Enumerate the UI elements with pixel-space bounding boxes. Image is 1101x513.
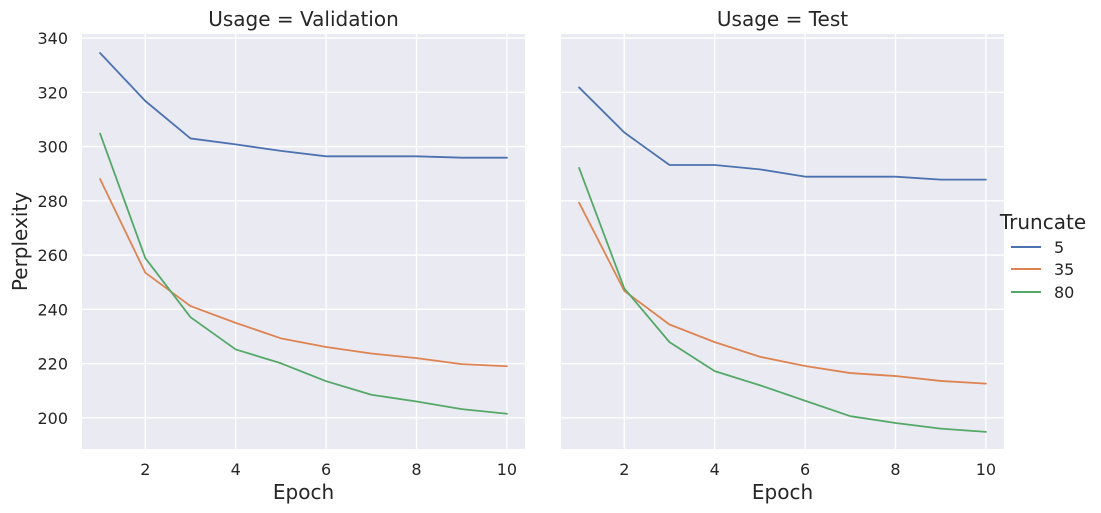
y-tick-label: 280 xyxy=(37,192,68,211)
panel-2: 2 4 6 8 10 Usage = Test Epoch xyxy=(561,7,1004,504)
y-tick-label: 320 xyxy=(37,83,68,102)
legend-label: 5 xyxy=(1054,238,1064,257)
x-tick-label: 4 xyxy=(231,460,241,479)
legend-label: 80 xyxy=(1054,283,1074,302)
y-tick-label: 220 xyxy=(37,355,68,374)
x-tick-label: 8 xyxy=(890,460,900,479)
x-tick-label: 4 xyxy=(710,460,720,479)
x-tick-label: 8 xyxy=(411,460,421,479)
x-tick-label: 10 xyxy=(976,460,996,479)
legend-entry-80: 80 xyxy=(1011,283,1074,302)
x-tick-label: 6 xyxy=(321,460,331,479)
y-tick-label: 260 xyxy=(37,246,68,265)
series-line-35 xyxy=(99,178,508,368)
series-line-80 xyxy=(578,167,987,433)
panel-background xyxy=(82,34,525,449)
panel-title: Usage = Validation xyxy=(208,7,399,31)
legend: Truncate 5 35 80 xyxy=(999,210,1086,302)
legend-title: Truncate xyxy=(999,210,1086,234)
y-tick-label: 300 xyxy=(37,138,68,157)
x-tick-label: 2 xyxy=(619,460,629,479)
legend-entry-35: 35 xyxy=(1011,260,1074,279)
series-line-5 xyxy=(99,52,508,159)
series-line-80 xyxy=(99,132,508,415)
y-tick-label: 240 xyxy=(37,300,68,319)
panel-title: Usage = Test xyxy=(717,7,848,31)
panel-1: 2 4 6 8 10 200 220 240 260 280 300 320 340 Usage = Va… xyxy=(8,7,525,504)
x-tick-label: 2 xyxy=(140,460,150,479)
x-axis-label: Epoch xyxy=(752,480,813,504)
chart-panels: 2 4 6 8 10 200 220 240 260 280 300 320 340 Usage = Va… xyxy=(8,7,1004,504)
x-tick-label: 10 xyxy=(497,460,517,479)
legend-entry-5: 5 xyxy=(1011,238,1064,257)
x-axis-label: Epoch xyxy=(273,480,334,504)
panel-background xyxy=(561,34,1004,449)
series-line-35 xyxy=(578,201,987,385)
y-tick-label: 340 xyxy=(37,29,68,48)
x-tick-label: 6 xyxy=(800,460,810,479)
series-line-5 xyxy=(578,86,987,181)
legend-label: 35 xyxy=(1054,260,1074,279)
y-axis-label: Perplexity xyxy=(8,192,32,291)
y-tick-label: 200 xyxy=(37,409,68,428)
